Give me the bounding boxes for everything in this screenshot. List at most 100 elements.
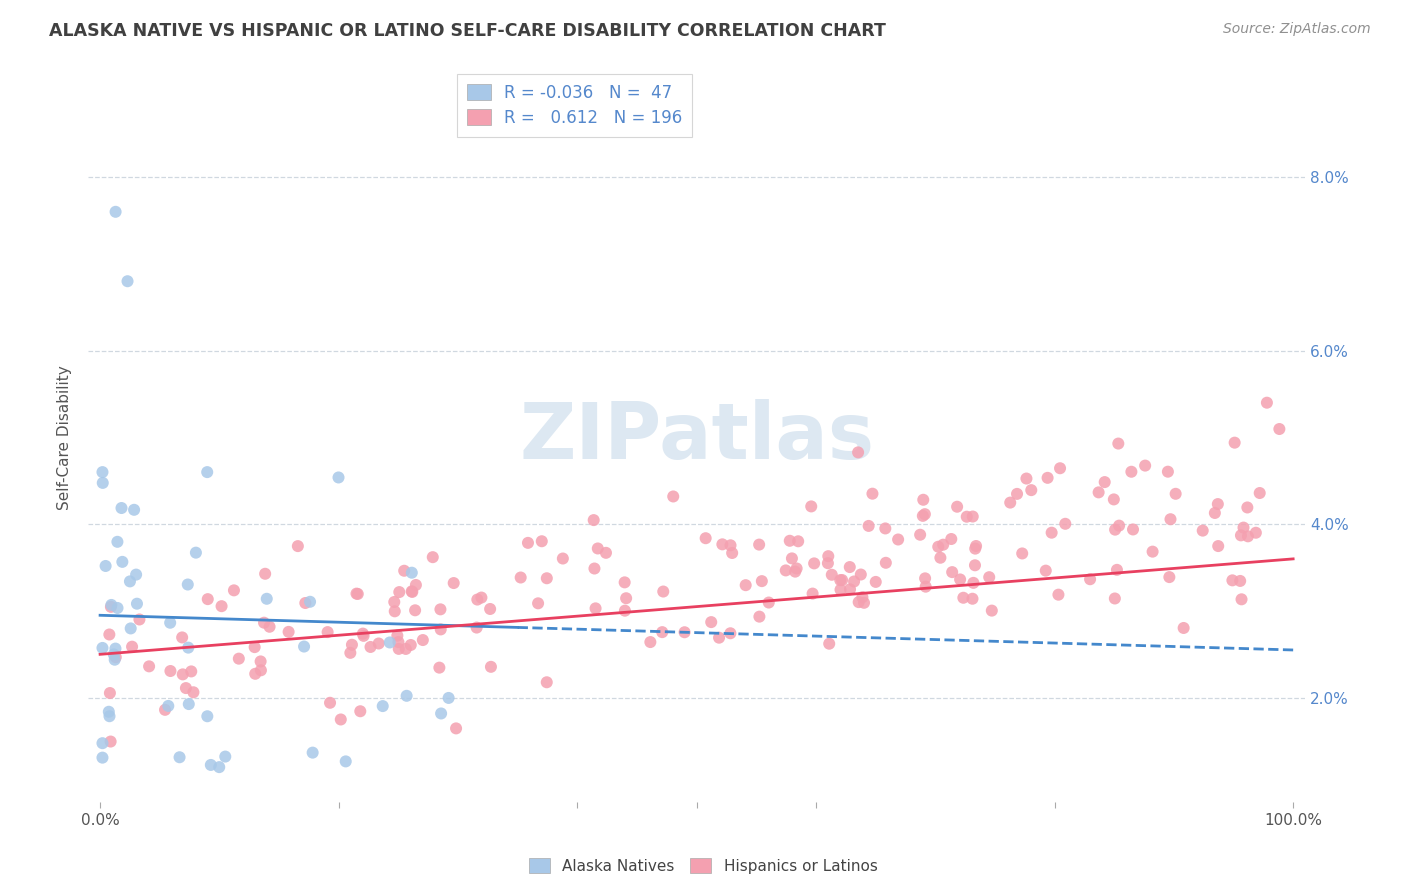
Point (329, 713, 352, 727)
Point (399, 638, 422, 652)
Point (94, 559, 117, 574)
Point (1108, 518, 1130, 533)
Point (1204, 506, 1226, 520)
Point (138, 659, 160, 673)
Point (640, 635, 662, 649)
Point (839, 582, 862, 597)
Point (700, 615, 723, 629)
Point (536, 675, 558, 690)
Point (250, 663, 273, 677)
Point (1019, 483, 1042, 497)
Point (107, 534, 129, 549)
Point (183, 685, 205, 699)
Point (800, 500, 823, 514)
Point (1230, 592, 1253, 607)
Point (465, 621, 488, 635)
Point (177, 577, 200, 591)
Point (100, 599, 122, 614)
Point (91, 750, 114, 764)
Point (748, 538, 770, 552)
Point (614, 591, 637, 606)
Point (195, 465, 218, 479)
Point (1222, 574, 1244, 588)
Point (1206, 539, 1229, 553)
Point (437, 690, 460, 705)
Point (1256, 395, 1278, 409)
Point (339, 646, 361, 660)
Point (346, 587, 368, 601)
Point (1104, 591, 1126, 606)
Point (1000, 495, 1022, 509)
Point (121, 640, 143, 654)
Point (111, 555, 134, 569)
Point (509, 570, 531, 584)
Point (128, 612, 150, 626)
Point (465, 592, 488, 607)
Point (360, 640, 382, 654)
Point (388, 585, 411, 599)
Point (429, 602, 451, 616)
Point (97, 705, 120, 719)
Point (1142, 544, 1164, 558)
Point (110, 501, 132, 516)
Point (780, 551, 803, 566)
Point (392, 564, 415, 578)
Point (1191, 524, 1213, 538)
Point (821, 567, 844, 582)
Point (734, 578, 756, 592)
Point (177, 697, 200, 711)
Point (963, 558, 986, 573)
Point (786, 561, 808, 575)
Point (91, 475, 114, 490)
Point (956, 509, 979, 524)
Point (277, 624, 299, 639)
Point (401, 585, 423, 599)
Point (301, 746, 323, 760)
Point (1121, 465, 1143, 479)
Point (259, 620, 281, 634)
Point (527, 596, 550, 610)
Point (865, 574, 887, 589)
Point (718, 626, 741, 640)
Point (91, 736, 114, 750)
Point (652, 584, 675, 599)
Point (932, 538, 955, 552)
Point (1173, 621, 1195, 635)
Point (249, 655, 271, 669)
Point (401, 566, 423, 580)
Point (117, 274, 139, 288)
Point (98, 686, 121, 700)
Point (294, 596, 316, 610)
Point (842, 574, 865, 589)
Point (1035, 564, 1057, 578)
Point (395, 641, 418, 656)
Point (1047, 588, 1070, 602)
Point (103, 648, 125, 662)
Point (479, 602, 502, 616)
Point (340, 638, 363, 652)
Point (395, 689, 418, 703)
Point (595, 546, 617, 560)
Point (831, 573, 853, 587)
Point (200, 758, 222, 772)
Point (120, 622, 142, 636)
Point (153, 703, 176, 717)
Point (378, 635, 401, 649)
Point (443, 576, 465, 591)
Point (1102, 492, 1125, 507)
Point (1157, 465, 1180, 479)
Point (1011, 546, 1033, 560)
Point (157, 698, 180, 713)
Point (1206, 497, 1229, 511)
Point (387, 635, 409, 649)
Point (695, 531, 717, 545)
Point (91, 465, 114, 479)
Point (929, 550, 952, 565)
Point (536, 571, 558, 585)
Point (1223, 435, 1246, 450)
Point (662, 490, 685, 504)
Point (427, 660, 450, 674)
Point (1087, 485, 1109, 500)
Point (159, 664, 181, 678)
Point (585, 601, 607, 615)
